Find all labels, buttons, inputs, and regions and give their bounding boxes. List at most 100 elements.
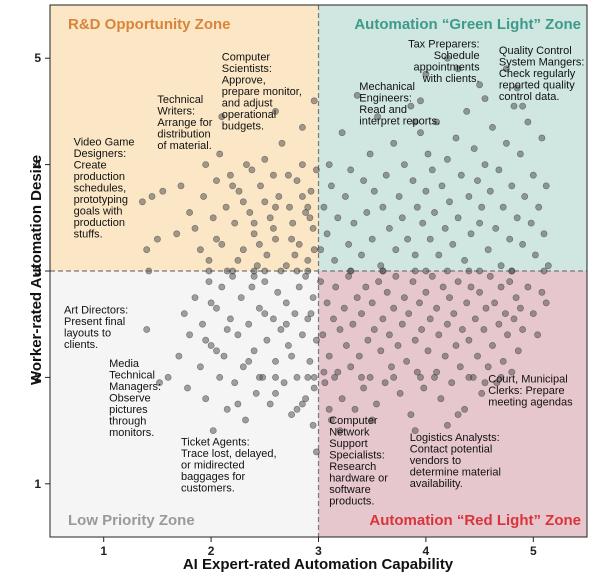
data-point (302, 272, 309, 280)
data-point (482, 304, 490, 312)
data-point (323, 299, 331, 307)
data-point (535, 203, 543, 211)
data-point (510, 315, 518, 323)
data-point (334, 368, 342, 376)
data-point (307, 187, 315, 195)
data-point (272, 357, 279, 365)
data-point (529, 171, 537, 179)
data-point (358, 310, 365, 317)
annotation-line: Technical (157, 94, 203, 106)
annotation-line: Read and (359, 104, 407, 116)
annotation: Mechanical Engineers: Read and interpret re… (359, 81, 440, 128)
x-tick-label: 3 (315, 544, 322, 558)
data-point (481, 379, 489, 387)
annotation-line: and adjust (222, 97, 273, 109)
data-point (396, 389, 404, 397)
data-point (177, 182, 185, 190)
annotation-line: Create (74, 159, 107, 171)
data-point (368, 235, 376, 243)
data-point (237, 294, 245, 301)
data-point (255, 304, 263, 312)
data-point (298, 161, 306, 168)
data-point (280, 379, 288, 387)
data-point (370, 187, 378, 195)
data-point (392, 246, 400, 254)
data-point (309, 224, 317, 232)
data-point (289, 219, 297, 227)
data-point (411, 267, 419, 275)
annotation-line: pictures (109, 404, 148, 416)
data-point (403, 357, 410, 365)
data-point (363, 209, 371, 216)
data-point (325, 161, 333, 168)
data-point (422, 267, 430, 275)
annotation-line: production (74, 217, 125, 229)
annotation: Computer Network Support Specialists: Resear… (329, 415, 388, 508)
data-point (398, 214, 406, 222)
data-point (307, 310, 315, 317)
data-point (457, 171, 465, 179)
annotation-line: Support (329, 438, 368, 450)
y-tick-label: 4 (34, 158, 41, 172)
annotation-line: production (74, 171, 125, 183)
data-point (358, 373, 365, 381)
data-point (392, 272, 400, 280)
data-point (284, 342, 292, 349)
data-point (422, 288, 430, 296)
zone-label-bottom-right: Automation “Red Light” Zone (369, 512, 581, 529)
annotation: Ticket Agents: Trace lost, delayed, or mid… (181, 437, 277, 495)
data-point (484, 363, 492, 371)
data-point (143, 326, 151, 333)
data-point (235, 187, 243, 195)
data-point (272, 108, 279, 115)
data-point (446, 198, 453, 206)
data-point (266, 400, 274, 408)
data-point (325, 352, 333, 360)
data-point (330, 315, 337, 323)
data-point (497, 283, 505, 291)
data-point (524, 283, 532, 291)
annotation-line: Observe (109, 392, 151, 404)
data-point (519, 240, 526, 248)
data-point (199, 320, 206, 328)
annotation-line: stuffs. (74, 228, 103, 240)
data-point (517, 304, 524, 312)
data-point (234, 256, 242, 264)
data-point (443, 155, 451, 163)
data-point (379, 267, 387, 275)
data-point (478, 389, 486, 397)
annotation: Logistics Analysts: Contact potential vend… (410, 432, 501, 490)
data-point (502, 65, 510, 73)
data-point (373, 400, 380, 408)
data-point (261, 278, 269, 285)
data-point (454, 214, 462, 222)
data-point (246, 209, 254, 216)
annotation-line: Research (329, 461, 376, 473)
annotation-line: Mechanical (359, 81, 415, 93)
data-point (385, 224, 393, 232)
data-point (231, 219, 239, 227)
data-point (293, 267, 301, 275)
data-point (336, 326, 344, 333)
data-point (196, 246, 204, 254)
annotation-line: Network (329, 427, 370, 439)
data-point (382, 171, 390, 179)
annotation-line: Present final (64, 316, 125, 328)
data-point (465, 193, 473, 200)
y-tick-label: 2 (34, 370, 41, 384)
annotation: Tax Preparers: Schedule appointments with c… (408, 39, 480, 86)
data-point (320, 368, 328, 376)
data-point (306, 357, 314, 365)
data-point (239, 363, 247, 371)
data-point (229, 182, 236, 190)
data-point (452, 134, 460, 142)
data-point (295, 283, 303, 291)
data-point (443, 267, 451, 275)
annotation-line: distribution (157, 128, 210, 140)
annotation-line: budgets. (222, 120, 264, 132)
data-point (175, 352, 183, 360)
data-point (417, 97, 424, 105)
data-point (416, 299, 423, 307)
data-point (542, 299, 550, 307)
data-point (486, 187, 494, 195)
